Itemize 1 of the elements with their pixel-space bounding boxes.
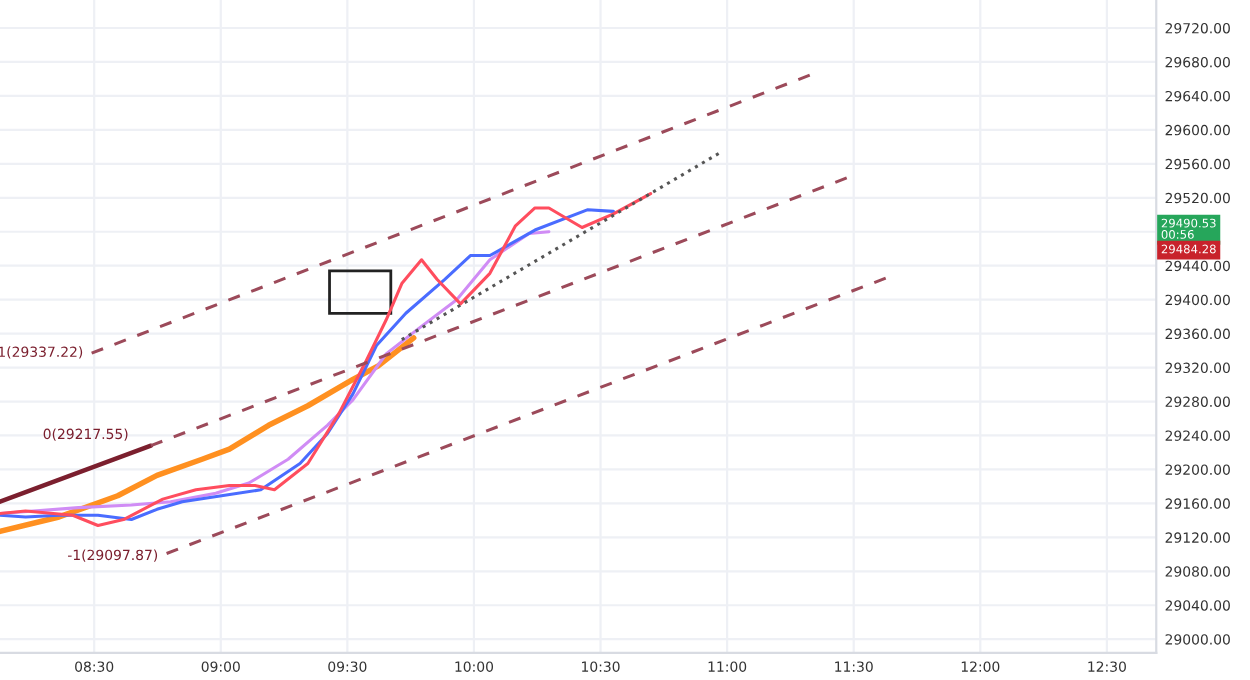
line-series — [0, 335, 417, 535]
